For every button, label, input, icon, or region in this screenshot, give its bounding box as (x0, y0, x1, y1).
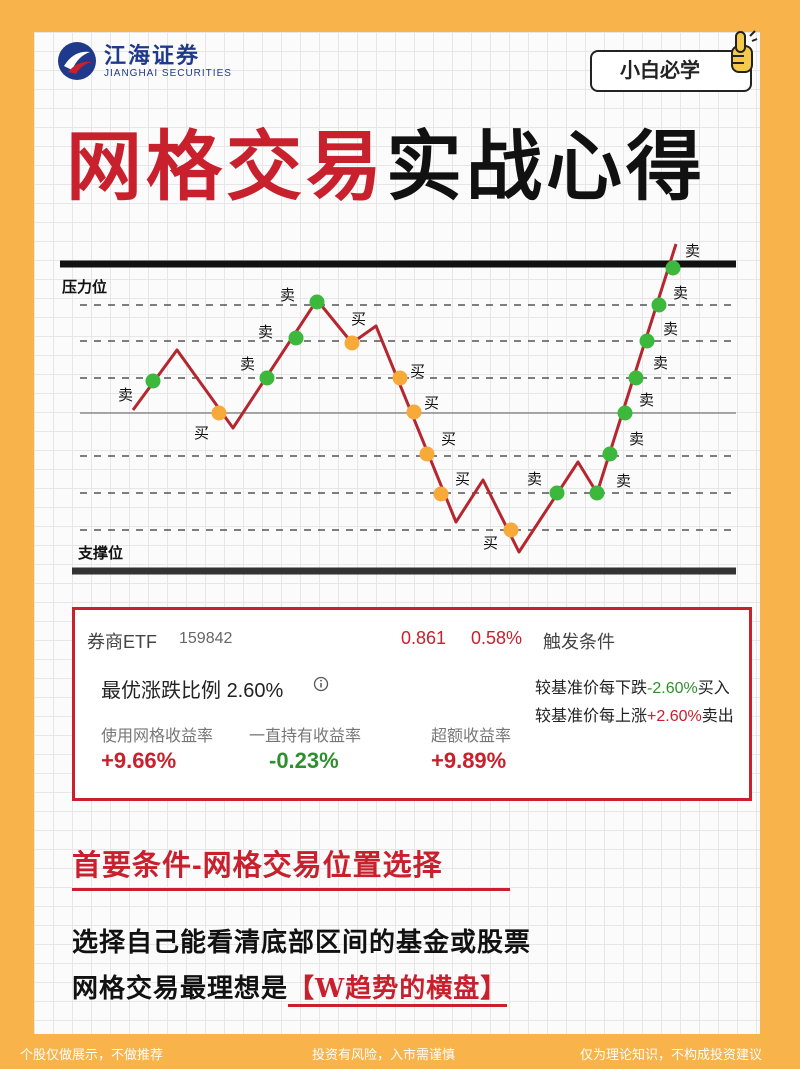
ratio-value: 2.60% (226, 680, 284, 702)
buy-label: 买 (483, 535, 498, 552)
etf-code: 159842 (179, 630, 233, 647)
body-line-2: 网格交易最理想是【W趋势的横盘】 (72, 968, 508, 1007)
grid-return-label: 使用网格收益率 (101, 728, 214, 745)
sell-label: 卖 (258, 324, 273, 341)
trigger-label: 触发条件 (543, 632, 615, 652)
sell-point (651, 297, 667, 313)
sell-label: 卖 (616, 473, 631, 490)
hold-return-value: -0.23% (269, 748, 339, 773)
section-underline (72, 888, 510, 891)
buy-point (406, 404, 422, 420)
sell-label: 卖 (629, 431, 644, 448)
sell-rule-prefix: 较基准价每上涨 (535, 708, 648, 725)
sell-point (617, 405, 633, 421)
buy-point (433, 486, 449, 502)
sell-rule: 较基准价每上涨+2.60%卖出 (535, 702, 734, 726)
thumbs-up-icon (731, 30, 758, 73)
buy-rule: 较基准价每下跌-2.60%买入 (535, 674, 730, 698)
buy-rule-suffix: 买入 (697, 680, 730, 697)
excess-return-value: +9.89% (431, 748, 507, 773)
info-icon[interactable] (313, 676, 329, 692)
grid-lines (80, 304, 736, 531)
buy-point (419, 446, 435, 462)
pressure-label: 压力位 (62, 278, 107, 296)
grid-return-value: +9.66% (101, 748, 177, 773)
hold-return-label: 一直持有收益率 (249, 728, 362, 745)
title-black: 实战心得 (386, 125, 706, 210)
section-heading: 首要条件-网格交易位置选择 (72, 850, 443, 882)
sell-label: 卖 (639, 392, 654, 409)
body-line-2-prefix: 网格交易最理想是 (72, 974, 289, 1004)
sell-label: 卖 (663, 321, 678, 338)
price-line (131, 243, 678, 554)
sell-label: 卖 (653, 355, 668, 372)
content-card (34, 32, 760, 1034)
title-red: 网格交易 (66, 125, 386, 210)
buy-rule-prefix: 较基准价每下跌 (535, 680, 648, 697)
beginner-tag: 小白必学 (590, 50, 752, 92)
jianghai-logo-icon (58, 42, 96, 80)
sell-point (145, 373, 161, 389)
body-line-1: 选择自己能看清底部区间的基金或股票 (72, 928, 532, 958)
ratio-label: 最优涨跌比例 (101, 680, 221, 702)
footer-center: 投资有风险，入市需谨慎 (312, 1047, 456, 1062)
buy-label: 买 (194, 425, 209, 442)
sell-label: 卖 (240, 356, 255, 373)
buy-label: 买 (441, 431, 456, 448)
etf-name: 券商ETF (87, 632, 157, 652)
body-line-2-highlight: 【W趋势的横盘】 (288, 974, 508, 1007)
buy-point (392, 370, 408, 386)
buy-label: 买 (424, 395, 439, 412)
page-title: 网格交易实战心得 (66, 118, 706, 218)
logo-en-text: JIANGHAI SECURITIES (104, 67, 232, 79)
excess-return-label: 超额收益率 (431, 728, 512, 745)
sell-point (549, 485, 565, 501)
etf-panel: 券商ETF 159842 0.861 0.58% 触发条件 最优涨跌比例 2.6… (72, 607, 752, 801)
buy-point (211, 405, 227, 421)
sell-point (602, 446, 618, 462)
sell-point (259, 370, 275, 386)
sell-label: 卖 (685, 243, 700, 260)
buy-point (344, 335, 360, 351)
buy-label: 买 (351, 311, 366, 328)
buy-rule-value: -2.60% (647, 680, 698, 697)
support-label: 支撑位 (77, 544, 123, 562)
sell-point (639, 333, 655, 349)
sell-rule-value: +2.60% (647, 708, 702, 725)
logo-cn-text: 江海证券 (104, 42, 201, 68)
footer-left: 个股仅做展示，不做推荐 (20, 1047, 164, 1062)
sell-point (589, 485, 605, 501)
buy-point (503, 522, 519, 538)
sell-label: 卖 (280, 287, 295, 304)
sell-point (288, 330, 304, 346)
sell-label: 卖 (118, 387, 133, 404)
ratio-row: 最优涨跌比例 2.60% (101, 674, 283, 703)
footer-right: 仅为理论知识，不构成投资建议 (580, 1047, 763, 1062)
sell-point (309, 294, 325, 310)
sell-point (628, 370, 644, 386)
etf-change: 0.58% (471, 628, 523, 648)
etf-price: 0.861 (401, 628, 447, 648)
sell-label: 卖 (673, 285, 688, 302)
buy-label: 买 (410, 363, 425, 380)
sell-point (665, 260, 681, 276)
brand-logo: 江海证券 JIANGHAI SECURITIES (56, 40, 232, 82)
buy-label: 买 (455, 471, 470, 488)
sell-rule-suffix: 卖出 (701, 708, 734, 725)
sell-label: 卖 (527, 471, 542, 488)
